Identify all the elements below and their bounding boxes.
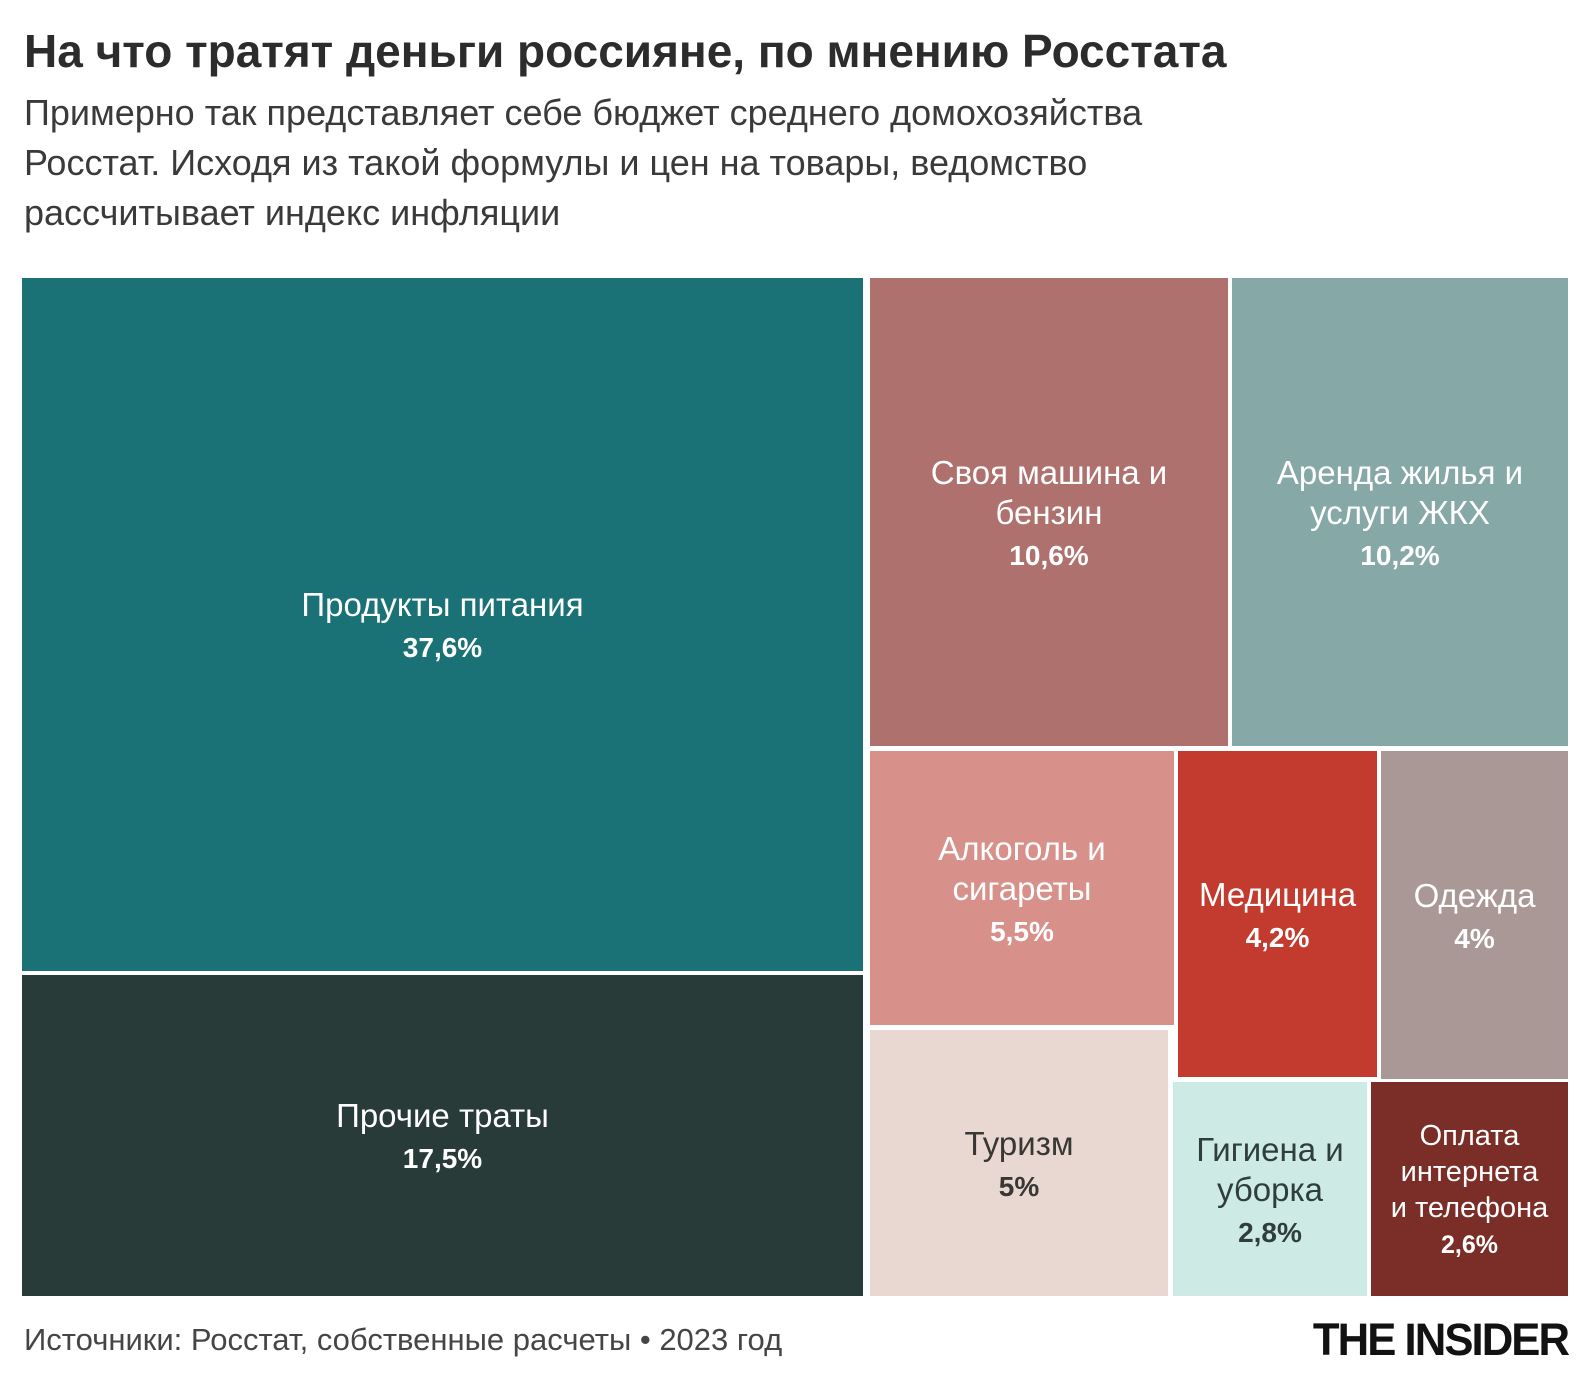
treemap-cell-clothes: Одежда 4% — [1381, 751, 1568, 1079]
the-insider-logo: THE INSIDER — [1312, 1314, 1570, 1365]
treemap-cell-food: Продукты питания 37,6% — [22, 278, 863, 971]
source-note: Источники: Росстат, собственные расчеты … — [24, 1322, 783, 1357]
cell-value: 37,6% — [402, 632, 483, 663]
cell-value: 2,8% — [1238, 1216, 1302, 1248]
treemap-cell-medicine: Медицина 4,2% — [1178, 751, 1377, 1077]
cell-label: Прочие траты — [336, 1097, 549, 1134]
cell-value: 5% — [998, 1170, 1040, 1202]
cell-label: Одежда — [1413, 876, 1536, 914]
cell-value: 10,2% — [1360, 539, 1440, 571]
cell-value: 5,5% — [990, 915, 1054, 947]
cell-label: Медицина — [1198, 875, 1357, 913]
cell-value: 2,6% — [1441, 1230, 1498, 1259]
cell-label: Своя машина и бензин — [930, 453, 1168, 531]
treemap-cell-car-fuel: Своя машина и бензин 10,6% — [870, 278, 1228, 746]
cell-label: Алкоголь и сигареты — [938, 829, 1106, 907]
cell-label: Продукты питания — [301, 586, 584, 623]
cell-label: Аренда жилья и услуги ЖКХ — [1276, 453, 1524, 531]
cell-value: 4,2% — [1245, 921, 1310, 953]
treemap-cell-tourism: Туризм 5% — [870, 1030, 1168, 1296]
cell-label: Оплата интернета и телефона — [1390, 1119, 1549, 1224]
cell-value: 17,5% — [402, 1143, 483, 1174]
header: На что тратят деньги россияне, по мнению… — [24, 24, 1568, 238]
treemap-cell-hygiene-cleaning: Гигиена и уборка 2,8% — [1173, 1082, 1367, 1296]
page-title: На что тратят деньги россияне, по мнению… — [24, 25, 1227, 77]
treemap-cell-rent-utilities: Аренда жилья и услуги ЖКХ 10,2% — [1232, 278, 1568, 746]
cell-value: 4% — [1454, 922, 1495, 954]
treemap-cell-internet-phone: Оплата интернета и телефона 2,6% — [1371, 1082, 1568, 1296]
cell-label: Гигиена и уборка — [1196, 1130, 1344, 1208]
treemap-cell-alcohol-cigarettes: Алкоголь и сигареты 5,5% — [870, 751, 1174, 1025]
treemap-cell-other-spending: Прочие траты 17,5% — [22, 975, 863, 1296]
treemap-chart: Продукты питания 37,6% Прочие траты 17,5… — [22, 278, 1568, 1296]
page-subtitle: Примерно так представляет себе бюджет ср… — [24, 92, 1143, 233]
cell-label: Туризм — [964, 1124, 1074, 1162]
cell-value: 10,6% — [1009, 539, 1089, 571]
